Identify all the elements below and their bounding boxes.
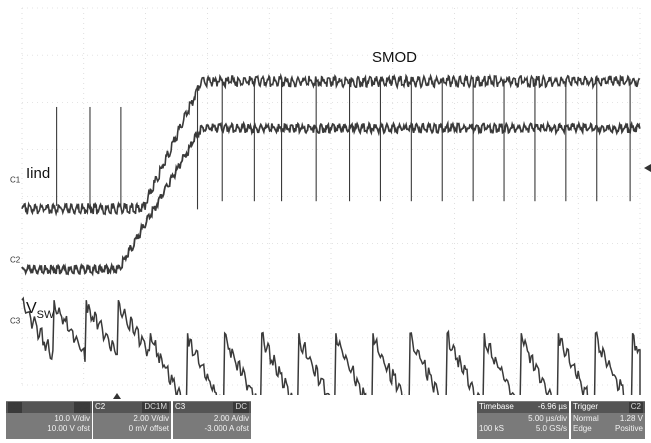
label-vsw: VSW [26, 300, 55, 321]
trigger-position-marker [113, 393, 121, 399]
waveform-plot: C1 C2 C3 SMOD Iind VSW [10, 7, 651, 419]
ch2-scale: 2.00 V/div [133, 414, 169, 423]
ch2-offset: 0 mV offset [128, 423, 169, 433]
timebase-samples: 100 kS [479, 423, 504, 433]
trigger-type: Edge [573, 423, 592, 433]
timebase-rate: 5.0 GS/s [535, 423, 567, 433]
trigger-channel: C2 [628, 402, 643, 413]
trigger-panel[interactable]: Trigger C2 Normal 1.28 V Edge Positive [571, 401, 645, 439]
trace-iind [21, 120, 641, 277]
ch1-scale: 10.0 V/div [54, 414, 90, 423]
oscilloscope-screen: C1 C2 C3 SMOD Iind VSW [10, 7, 651, 419]
channel-marker-c1: C1 [10, 175, 21, 184]
traces [21, 72, 641, 419]
status-bar: C1 DC 10.0 V/div 10.00 V ofst C2 DC1M 2.00… [0, 393, 651, 443]
label-iind: Iind [26, 165, 50, 182]
label-smod: SMOD [372, 49, 417, 66]
ch3-scale: 2.00 A/div [213, 414, 249, 423]
ch2-panel[interactable]: C2 DC1M 2.00 V/div 0 mV offset [93, 401, 171, 439]
timebase-delay: -6.96 µs [537, 402, 567, 411]
timebase-title: Timebase [479, 402, 514, 411]
ch3-offset: -3.000 A ofst [204, 423, 249, 433]
trigger-level-marker [644, 164, 651, 172]
ch3-name: C3 [175, 402, 186, 411]
channel-marker-c2: C2 [10, 255, 21, 264]
ch2-coupling: DC1M [142, 402, 169, 413]
channel-marker-c3: C3 [10, 317, 21, 326]
ch3-coupling: DC [233, 402, 249, 413]
ch3-panel[interactable]: C3 DC 2.00 A/div -3.000 A ofst [173, 401, 251, 439]
timebase-panel[interactable]: Timebase -6.96 µs 5.00 µs/div 100 kS 5.0 G… [477, 401, 569, 439]
ch1-offset: 10.00 V ofst [47, 423, 90, 433]
trigger-level: 1.28 V [619, 414, 643, 423]
timebase-scale: 5.00 µs/div [528, 414, 567, 423]
trace-smod [21, 72, 641, 217]
graticule [21, 7, 641, 386]
ch2-name: C2 [95, 402, 106, 411]
channel-markers: C1 C2 C3 [10, 175, 21, 325]
trace-vsw [21, 296, 641, 419]
trigger-mode: Normal [573, 414, 599, 423]
trigger-title: Trigger [573, 402, 599, 411]
ch1-panel[interactable]: C1 DC 10.0 V/div 10.00 V ofst [6, 401, 92, 439]
trigger-slope: Positive [614, 423, 643, 433]
